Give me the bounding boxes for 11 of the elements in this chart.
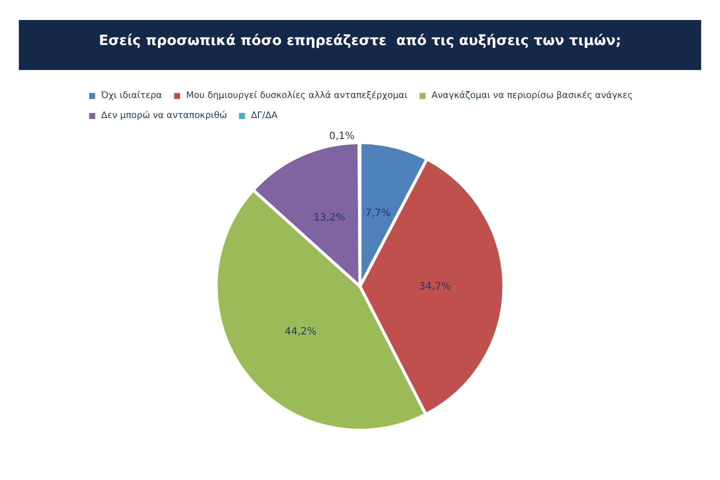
data-label: 44,2% <box>284 326 317 338</box>
legend-label: Μου δημιουργεί δυσκολίες αλλά ανταπεξέρχομαι <box>186 90 408 101</box>
legend-label: ΔΓ/ΔΑ <box>251 111 278 121</box>
data-label: 7,7% <box>365 208 391 220</box>
legend-label: Δεν μπορώ να ανταποκριθώ <box>101 110 228 121</box>
chart-title: Εσείς προσωπικά πόσο επηρεάζεστε από τις αυξήσεις των τιμών; <box>98 33 622 49</box>
data-label: 0,1% <box>329 131 355 142</box>
legend-label: Όχι ιδιαίτερα <box>100 90 162 101</box>
legend-label: Αναγκάζομαι να περιορίσω βασικές ανάγκες <box>432 90 633 101</box>
data-label: 13,2% <box>313 212 346 224</box>
data-label: 34,7% <box>419 281 451 292</box>
